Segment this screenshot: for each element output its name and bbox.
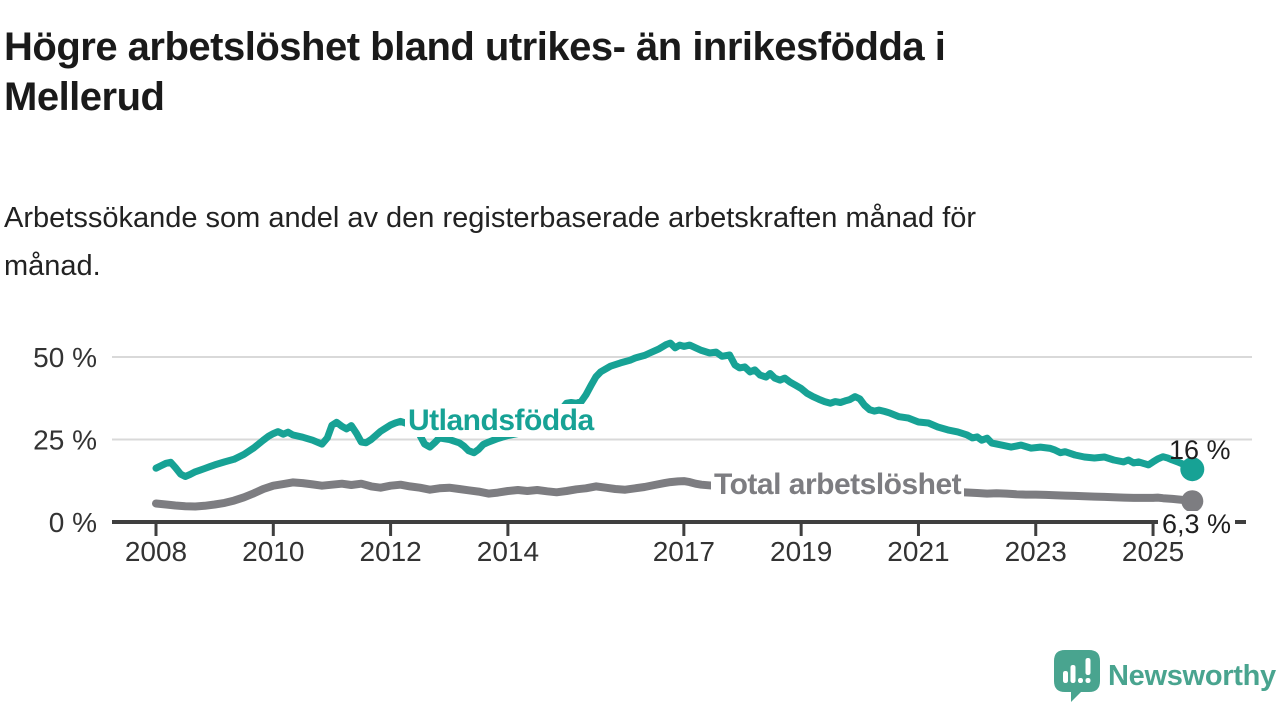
x-tick-label-2008: 2008 [125, 536, 187, 567]
page-title: Högre arbetslöshet bland utrikes- än inr… [4, 22, 1276, 122]
y-tick-label-25: 25 % [33, 425, 97, 456]
bar-dot [1078, 678, 1083, 683]
x-tick-label-2012: 2012 [359, 536, 421, 567]
y-tick-label-0: 0 % [49, 507, 97, 538]
series-label-utlandsfodda: Utlandsfödda [405, 404, 597, 437]
series-end-dot-0 [1180, 457, 1205, 482]
chart-subtitle-line-1: Arbetssökande som andel av den registerb… [4, 202, 977, 234]
page-title-line-1: Högre arbetslöshet bland utrikes- än inr… [4, 25, 946, 69]
series-line-0 [152, 339, 1196, 480]
exclamation-bar [1085, 658, 1091, 675]
x-tick-label-2021: 2021 [887, 536, 949, 567]
series-line-1 [152, 477, 1197, 511]
page-title-line-2: Mellerud [4, 75, 165, 119]
y-tick-label-50: 50 % [33, 342, 97, 373]
exclamation-dot [1085, 678, 1091, 683]
x-tick-label-2014: 2014 [477, 536, 539, 567]
chart-subtitle-line-2: månad. [4, 250, 101, 282]
bar-1 [1063, 671, 1068, 683]
series-label-total-arbetsloshet: Total arbetslöshet [711, 468, 965, 501]
x-tick-label-2010: 2010 [242, 536, 304, 567]
speech-bubble-shape [1054, 650, 1100, 702]
end-value-label-total-arbetsloshet: 6,3 % [1158, 511, 1236, 538]
newsworthy-wordmark: Newsworthy [1108, 659, 1276, 692]
newsworthy-speech-bubble-bar-chart-icon [1054, 650, 1100, 702]
x-tick-label-2025: 2025 [1122, 536, 1184, 567]
bar-2 [1070, 665, 1076, 683]
x-tick-label-2019: 2019 [770, 536, 832, 567]
series-end-dot-1 [1181, 490, 1204, 513]
chart-subtitle: Arbetssökande som andel av den registerb… [4, 194, 1276, 290]
newsworthy-logo[interactable]: Newsworthy [1054, 650, 1276, 702]
end-value-label-utlandsfodda: 16 % [1169, 435, 1231, 465]
x-tick-label-2017: 2017 [653, 536, 715, 567]
x-tick-label-2023: 2023 [1005, 536, 1067, 567]
